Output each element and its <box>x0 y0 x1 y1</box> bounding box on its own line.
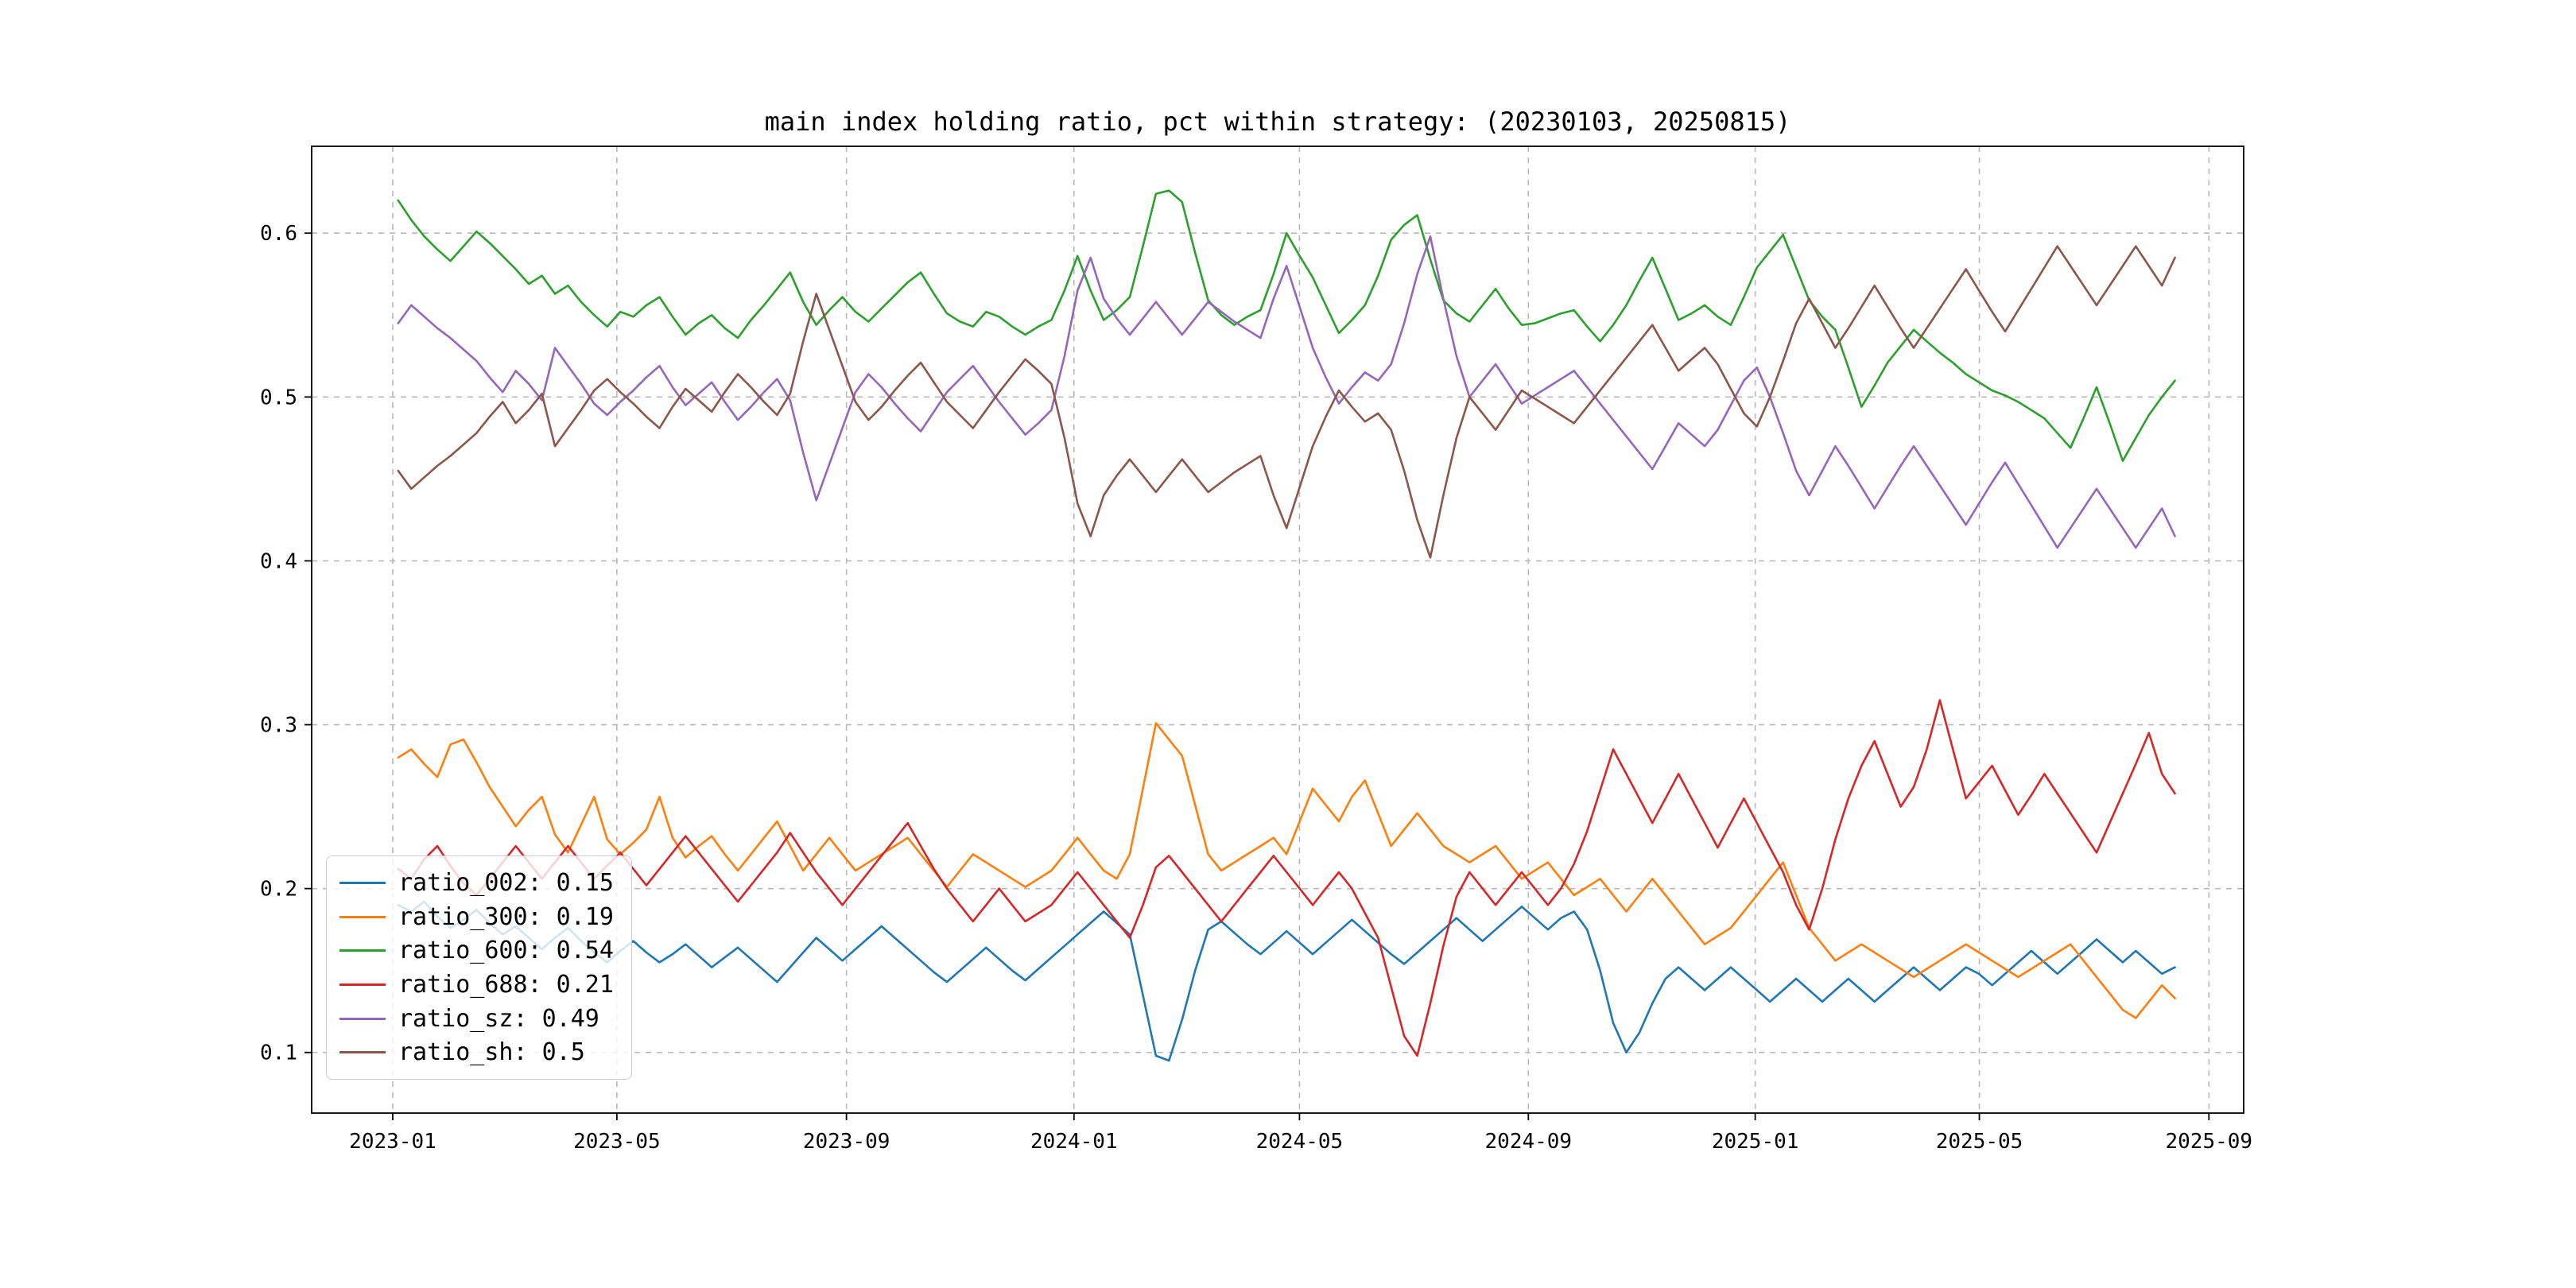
legend-line-sample-ratio_002 <box>339 881 386 884</box>
y-tick-label: 0.6 <box>260 222 297 246</box>
legend-item-ratio_sh: ratio_sh: 0.5 <box>339 1035 614 1069</box>
series-line-ratio_sz <box>397 235 2176 549</box>
legend-item-ratio_sz: ratio_sz: 0.49 <box>339 1002 614 1036</box>
legend-label-ratio_002: ratio_002: 0.15 <box>398 868 614 897</box>
x-tick-label: 2023-05 <box>573 1130 661 1154</box>
x-tick-label: 2025-05 <box>1936 1130 2023 1154</box>
x-tick-label: 2025-09 <box>2166 1130 2253 1154</box>
legend-label-ratio_300: ratio_300: 0.19 <box>398 902 614 931</box>
legend-item-ratio_600: ratio_600: 0.54 <box>339 933 614 968</box>
series-line-ratio_600 <box>397 189 2176 463</box>
series-line-ratio_688 <box>397 699 2176 1057</box>
legend-item-ratio_300: ratio_300: 0.19 <box>339 900 614 934</box>
y-tick-label: 0.5 <box>260 386 297 409</box>
legend-label-ratio_600: ratio_600: 0.54 <box>398 937 614 965</box>
legend-line-sample-ratio_688 <box>339 983 386 986</box>
x-tick-label: 2024-05 <box>1256 1130 1344 1154</box>
legend-label-ratio_sh: ratio_sh: 0.5 <box>398 1038 585 1067</box>
x-tick-label: 2025-01 <box>1712 1130 1799 1154</box>
legend-line-sample-ratio_sz <box>339 1017 386 1020</box>
x-tick-label: 2024-09 <box>1485 1130 1573 1154</box>
legend: ratio_002: 0.15 ratio_300: 0.19 ratio_600:… <box>326 855 632 1080</box>
series-line-ratio_002 <box>397 900 2176 1062</box>
series-line-ratio_300 <box>397 722 2176 1019</box>
x-tick-label: 2023-01 <box>349 1130 436 1154</box>
series-line-ratio_sh <box>397 245 2176 559</box>
y-tick-label: 0.4 <box>260 549 297 573</box>
legend-label-ratio_sz: ratio_sz: 0.49 <box>398 1004 599 1033</box>
x-tick-label: 2024-01 <box>1030 1130 1118 1154</box>
y-tick-label: 0.1 <box>260 1042 297 1065</box>
legend-line-sample-ratio_sh <box>339 1051 386 1054</box>
legend-item-ratio_688: ratio_688: 0.21 <box>339 968 614 1002</box>
legend-item-ratio_002: ratio_002: 0.15 <box>339 866 614 900</box>
x-tick-label: 2023-09 <box>803 1130 890 1154</box>
legend-line-sample-ratio_600 <box>339 949 386 952</box>
y-tick-label: 0.2 <box>260 878 297 902</box>
legend-line-sample-ratio_300 <box>339 915 386 918</box>
legend-label-ratio_688: ratio_688: 0.21 <box>398 970 614 999</box>
plot-border <box>311 145 2244 1114</box>
chart-title: main index holding ratio, pct within str… <box>764 107 1791 137</box>
y-tick-label: 0.3 <box>260 714 297 738</box>
